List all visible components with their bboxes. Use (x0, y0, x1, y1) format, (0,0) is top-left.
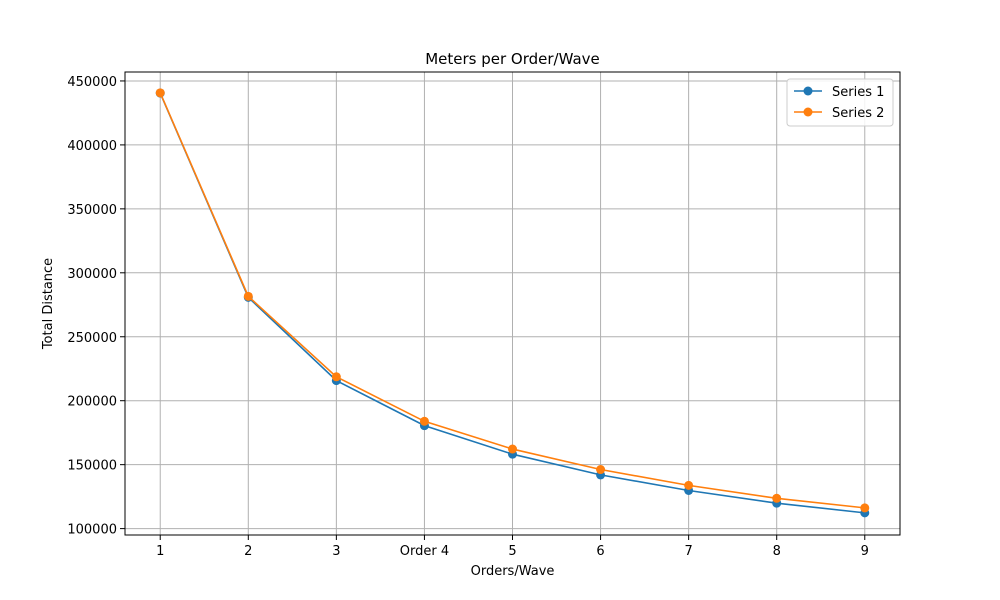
legend-marker (803, 86, 813, 96)
y-tick-label: 350000 (67, 203, 117, 218)
y-tick-label: 200000 (67, 395, 117, 410)
y-tick-label: 100000 (67, 523, 117, 538)
axis-ticks: 1 2 3 Order 4 5 6 7 8 9 100000 150000 200000 250000 3… (67, 75, 869, 559)
chart-title: Meters per Order/Wave (425, 50, 600, 68)
data-point (155, 88, 165, 98)
y-tick-label: 400000 (67, 139, 117, 154)
y-tick-label: 150000 (67, 459, 117, 474)
x-tick-label: 6 (596, 544, 604, 559)
x-tick-label: 1 (156, 544, 164, 559)
x-axis-label: Orders/Wave (471, 564, 555, 579)
y-tick-label: 450000 (67, 75, 117, 90)
legend-label: Series 2 (832, 106, 884, 121)
series-layer (155, 88, 870, 518)
y-tick-label: 300000 (67, 267, 117, 282)
y-tick-label: 250000 (67, 331, 117, 346)
data-point (243, 291, 253, 301)
legend-label: Series 1 (832, 85, 884, 100)
data-point (772, 493, 782, 503)
x-tick-label: 2 (244, 544, 252, 559)
data-point (860, 503, 870, 513)
legend-item: Series 2 (794, 106, 884, 121)
y-axis-label: Total Distance (41, 258, 56, 350)
series-2 (155, 88, 870, 513)
data-point (508, 444, 517, 454)
x-tick-label: 7 (684, 544, 692, 559)
data-point (684, 480, 694, 490)
data-point (596, 465, 606, 475)
data-point (419, 416, 429, 426)
x-tick-label: 9 (861, 544, 869, 559)
x-tick-label: 8 (773, 544, 781, 559)
x-tick-label: 5 (508, 544, 516, 559)
data-point (331, 372, 341, 382)
legend-marker (803, 107, 813, 117)
legend-item: Series 1 (794, 85, 884, 100)
x-tick-label: Order 4 (400, 544, 449, 559)
legend: Series 1 Series 2 (786, 78, 894, 127)
x-tick-label: 3 (332, 544, 340, 559)
grid (125, 72, 900, 535)
